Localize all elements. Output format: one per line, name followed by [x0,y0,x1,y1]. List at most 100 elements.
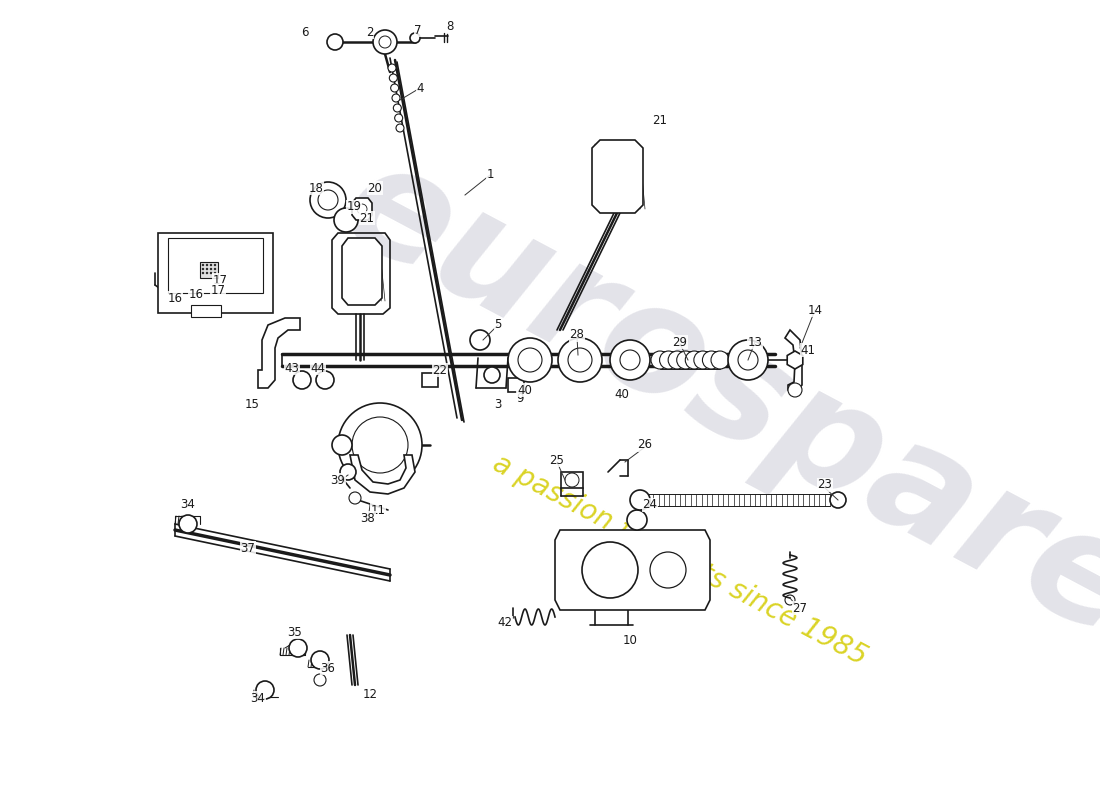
Text: 35: 35 [287,626,303,638]
Circle shape [785,595,795,605]
Circle shape [484,367,500,383]
Circle shape [373,30,397,54]
Text: 39: 39 [331,474,345,486]
Circle shape [610,340,650,380]
Circle shape [582,542,638,598]
Bar [561,472,583,488]
Circle shape [338,403,422,487]
Text: 17: 17 [212,274,228,286]
Circle shape [694,351,712,369]
Circle shape [210,268,212,270]
Text: a passion for parts since 1985: a passion for parts since 1985 [488,449,872,671]
Text: 17: 17 [210,283,225,297]
Text: 40: 40 [518,383,532,397]
Text: 3: 3 [494,398,502,411]
Circle shape [651,351,669,369]
Circle shape [202,268,204,270]
Text: 14: 14 [807,303,823,317]
Circle shape [289,639,307,657]
Circle shape [334,208,358,232]
Circle shape [349,492,361,504]
Circle shape [389,74,397,82]
Circle shape [410,33,420,43]
Bar [190,305,220,317]
Circle shape [396,124,404,132]
Circle shape [210,264,212,266]
Circle shape [388,64,396,72]
Text: 41: 41 [801,343,815,357]
Circle shape [508,338,552,382]
Text: 4: 4 [416,82,424,94]
Circle shape [518,348,542,372]
Text: 23: 23 [817,478,833,491]
Polygon shape [350,455,415,494]
Bar [158,233,273,313]
Circle shape [179,515,197,533]
Circle shape [202,264,204,266]
Circle shape [256,681,274,699]
Circle shape [293,371,311,389]
Text: 7: 7 [415,23,421,37]
Text: 13: 13 [748,335,762,349]
Circle shape [668,351,686,369]
Circle shape [620,350,640,370]
Circle shape [738,350,758,370]
Text: 1: 1 [486,169,494,182]
Circle shape [558,338,602,382]
Circle shape [352,417,408,473]
Text: 15: 15 [244,398,260,411]
Circle shape [676,351,695,369]
Text: 28: 28 [570,329,584,342]
Circle shape [202,272,204,274]
Text: 19: 19 [346,201,362,214]
Text: 40: 40 [615,389,629,402]
Circle shape [568,348,592,372]
Circle shape [206,268,208,270]
Circle shape [394,104,402,112]
Circle shape [788,383,802,397]
Circle shape [332,435,352,455]
Polygon shape [342,238,382,305]
Text: 21: 21 [652,114,668,126]
Text: eurospares: eurospares [319,127,1100,713]
Bar [508,378,524,392]
Circle shape [206,264,208,266]
Circle shape [565,473,579,487]
Text: 42: 42 [497,617,513,630]
Circle shape [358,204,367,214]
Circle shape [314,674,326,686]
Bar [168,238,263,293]
Circle shape [660,351,678,369]
Text: 44: 44 [310,362,326,374]
Text: 5: 5 [494,318,502,331]
Bar [422,373,438,387]
Text: 11: 11 [371,503,385,517]
Circle shape [214,272,216,274]
Circle shape [318,190,338,210]
Text: 8: 8 [447,21,453,34]
Text: 18: 18 [309,182,323,194]
Text: 36: 36 [320,662,336,674]
Polygon shape [556,530,710,610]
Text: 25: 25 [550,454,564,466]
Text: 26: 26 [638,438,652,451]
Text: 22: 22 [432,363,448,377]
Circle shape [630,490,650,510]
Text: 43: 43 [285,362,299,374]
Polygon shape [788,351,803,369]
Circle shape [311,651,329,669]
Circle shape [210,272,212,274]
Circle shape [340,464,356,480]
Text: 16: 16 [167,291,183,305]
Polygon shape [258,318,300,388]
Text: 16: 16 [188,289,204,302]
Circle shape [310,182,346,218]
Text: 27: 27 [792,602,807,614]
Text: 2: 2 [366,26,374,38]
Text: 20: 20 [367,182,383,194]
Circle shape [711,351,729,369]
Circle shape [206,272,208,274]
Circle shape [728,340,768,380]
Circle shape [392,94,400,102]
Text: 29: 29 [672,335,688,349]
